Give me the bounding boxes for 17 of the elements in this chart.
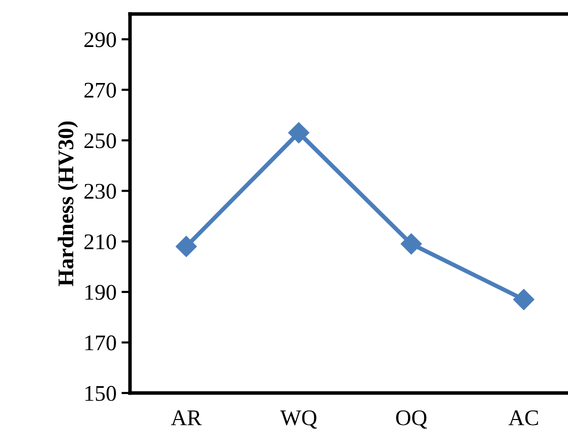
y-tick-label: 190 [85,284,116,300]
y-tick-label: 290 [84,32,116,48]
point [400,233,422,254]
y-tick-label: 270 [84,82,116,98]
point [288,122,310,144]
y-tick-label: 150 [85,386,116,401]
y-tick-label: 170 [85,335,116,350]
x-tick-label: OQ [396,410,427,429]
point [513,289,534,310]
point [176,236,197,257]
y-tick-label: 250 [84,133,116,148]
y-axis-title: Hardness (HV30) [58,121,78,286]
x-tick-label: WQ [280,410,317,429]
y-tick-label: 230 [84,184,116,199]
x-tick-label: AC [508,410,538,426]
x-tick-label: AR [171,410,202,426]
y-tick-label: 210 [84,234,116,250]
